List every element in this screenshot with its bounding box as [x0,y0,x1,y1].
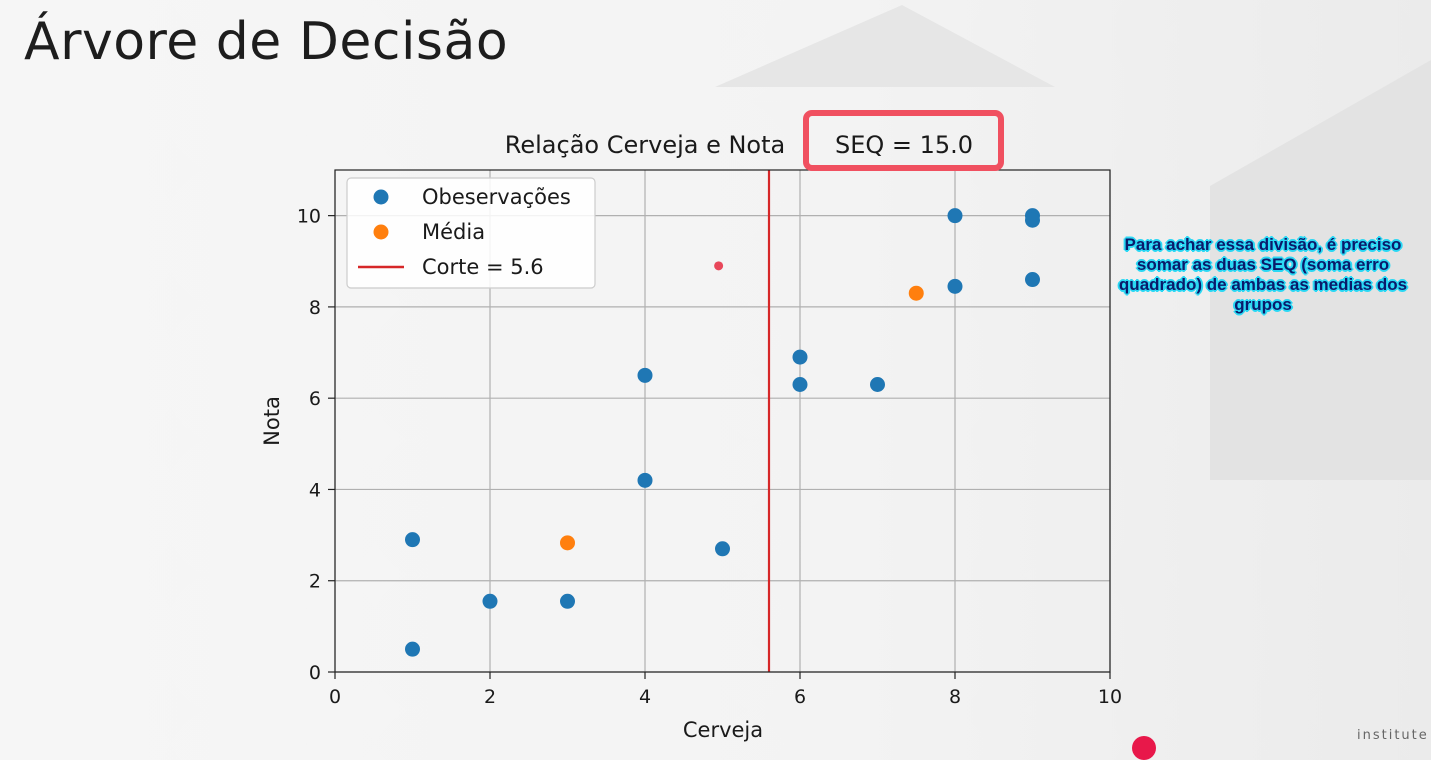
legend-box [346,177,596,289]
scatter-chart: 0 2 4 6 8 10 0 2 4 6 8 10 Relação Cerveja e Nota SE… [260,110,1122,742]
observation-point [560,593,575,609]
x-tick-label: 6 [794,686,806,708]
record-indicator-icon [1132,736,1156,760]
y-tick-label: 0 [309,662,321,684]
observation-point [792,349,808,365]
chart-title: Relação Cerveja e Nota [505,131,785,159]
y-tick-label: 6 [309,388,321,410]
legend: Obeservações Média Corte = 5.6 [346,177,596,289]
observation-point [1025,212,1040,228]
observation-point [482,593,498,609]
x-axis-label: Cerveja [683,718,763,742]
seq-annotation: SEQ = 15.0 [835,131,973,159]
legend-marker-observations [373,189,389,205]
mean-point [560,535,575,551]
points-layer [405,208,1040,657]
legend-label-cut: Corte = 5.6 [422,255,544,279]
observation-point [947,278,963,294]
x-tick-label: 2 [484,686,496,708]
background-shape-top [715,5,1055,87]
observation-point [405,532,420,548]
observation-point [1025,272,1040,288]
x-tick-label: 8 [949,686,961,708]
observation-point [715,541,730,557]
watermark-text: institute [1357,728,1429,743]
x-tick-label: 10 [1098,686,1122,708]
y-tick-label: 8 [309,297,321,319]
plot-frame [334,169,1111,673]
legend-label-mean: Média [422,220,485,244]
observation-point [792,376,808,392]
seq-highlight-box [803,110,1004,171]
legend-marker-mean [373,224,389,240]
x-tick-label: 4 [639,686,651,708]
explanation-caption: Para achar essa divisão, é preciso somar… [1118,235,1408,314]
grid [334,170,1111,673]
y-tick-label: 10 [297,206,321,228]
x-tick-label: 0 [329,686,341,708]
stray-marker-point [714,261,724,271]
observation-point [405,641,420,657]
observation-point [947,208,963,224]
y-tick-label: 4 [309,479,321,501]
y-tick-label: 2 [309,571,321,593]
observation-point [637,472,653,488]
legend-label-observations: Obeservações [422,185,571,209]
mean-point [908,285,924,301]
ticks: 0 2 4 6 8 10 0 2 4 6 8 10 [297,206,1122,708]
observation-point [870,376,885,392]
slide-title: Árvore de Decisão [24,12,509,72]
y-axis-label: Nota [260,396,284,446]
observation-point [637,367,653,383]
